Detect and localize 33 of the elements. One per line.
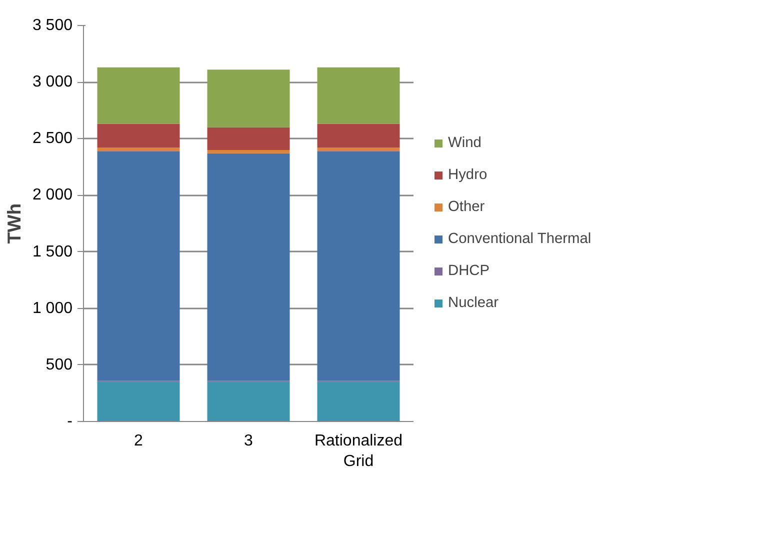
y-tick-label: 1 000: [32, 300, 73, 317]
bar: [97, 148, 180, 152]
bar: [97, 382, 180, 422]
y-tick-label: 3 500: [32, 17, 73, 34]
y-tick-label: 3 000: [32, 74, 73, 91]
legend-label: Conventional Thermal: [448, 231, 592, 247]
bar: [207, 127, 290, 150]
legend-label: Nuclear: [448, 295, 499, 311]
bar: [97, 124, 180, 148]
y-tick-label: 500: [46, 356, 73, 374]
bar: [317, 124, 400, 148]
bar: [317, 148, 400, 152]
y-tick-label: 2 000: [32, 186, 73, 204]
y-tick-label: 2 500: [32, 130, 73, 148]
bar: [317, 151, 400, 381]
legend-label: Wind: [448, 135, 482, 151]
bar: [207, 150, 290, 154]
y-tick-label: 1 500: [32, 243, 73, 260]
legend-label: DHCP: [448, 263, 490, 279]
bar: [317, 382, 400, 422]
bar: [97, 67, 180, 124]
bar: [97, 151, 180, 381]
legend-label: Other: [448, 199, 485, 215]
y-axis-title: TWh: [3, 203, 24, 244]
legend-label: Hydro: [448, 167, 488, 183]
x-tick-label: 2: [134, 432, 144, 450]
x-tick-label: 3: [244, 432, 254, 450]
bar: [207, 153, 290, 381]
bar: [207, 382, 290, 422]
bar: [317, 67, 400, 124]
y-tick-label: -: [67, 413, 72, 430]
bar: [207, 70, 290, 128]
x-tick-label: Rationalized Grid: [314, 432, 403, 470]
